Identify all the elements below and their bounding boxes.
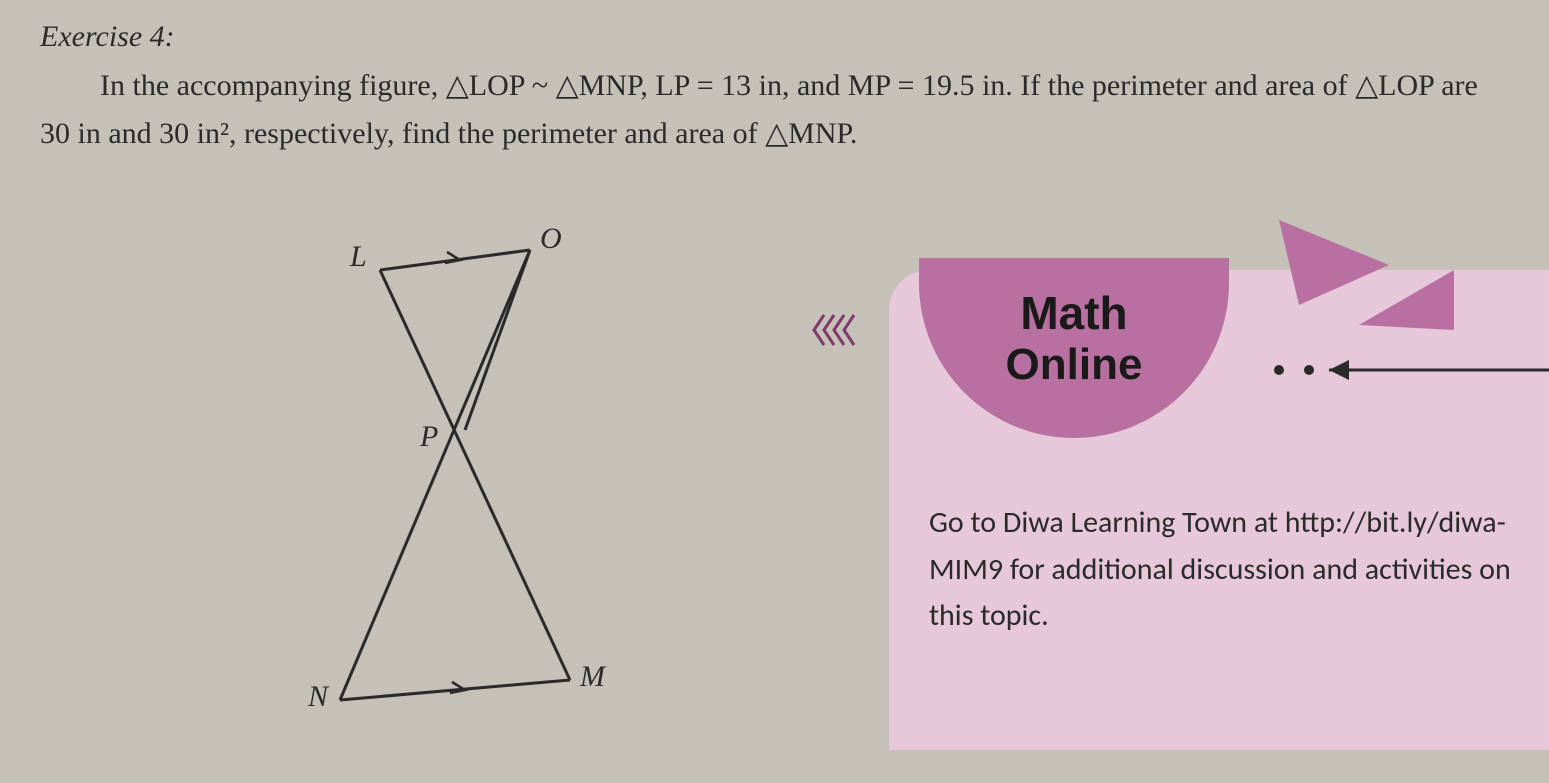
label-O: O — [540, 222, 562, 256]
callout-body-text: Go to Diwa Learning Town at http://bit.l… — [929, 500, 1529, 640]
arrow-icon — [1269, 350, 1549, 390]
label-P: P — [420, 420, 438, 454]
label-M: M — [580, 660, 605, 694]
problem-text: In the accompanying figure, △LOP ~ △MNP,… — [40, 62, 1509, 158]
math-online-callout: Math Online Go to Diwa Learning Town at … — [889, 270, 1549, 750]
callout-title-math: Math — [1020, 286, 1127, 340]
label-L: L — [350, 240, 367, 274]
exercise-title: Exercise 4: — [40, 20, 1509, 54]
decor-triangles-icon — [1259, 210, 1459, 340]
callout-header: Math Online — [919, 258, 1229, 438]
geometry-diagram: L O P N M — [300, 230, 640, 730]
callout-title-online: Online — [1006, 340, 1143, 390]
chevron-icon — [809, 310, 869, 350]
diagram-svg — [300, 230, 640, 730]
label-N: N — [308, 680, 328, 714]
